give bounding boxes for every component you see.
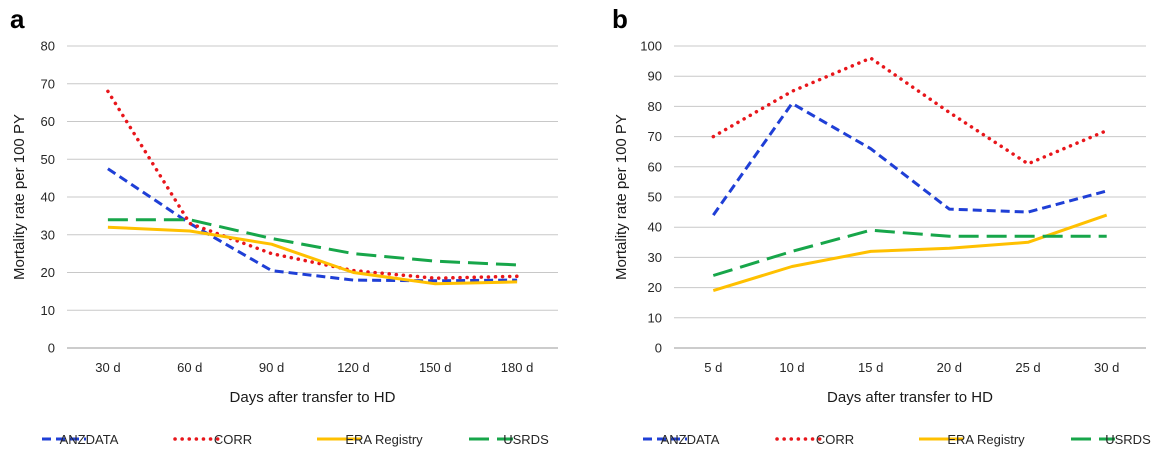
series-line-anzdata	[712, 101, 1108, 216]
y-tick-label: 60	[41, 114, 55, 129]
y-tick-label: 10	[41, 303, 55, 318]
x-tick-label: 150 d	[419, 360, 452, 375]
y-tick-label: 30	[41, 227, 55, 242]
x-tick-label: 5 d	[704, 360, 722, 375]
y-axis-title: Mortality rate per 100 PY	[613, 114, 630, 280]
x-tick-label: 15 d	[858, 360, 883, 375]
y-tick-label: 50	[648, 190, 662, 205]
y-tick-label: 0	[655, 341, 662, 356]
legend-label-era-registry: ERA Registry	[947, 432, 1025, 447]
y-tick-label: 90	[648, 69, 662, 84]
y-tick-label: 50	[41, 152, 55, 167]
series-line-corr	[711, 56, 1109, 166]
y-tick-label: 0	[48, 341, 55, 356]
chart-panel-b: b 0 10 20 30 40 50 60 70 80 90 100 5 d 10 d 15 d 20 d 25…	[612, 4, 1151, 447]
x-tick-label: 30 d	[1094, 360, 1119, 375]
x-tick-label: 90 d	[259, 360, 284, 375]
legend-label-usrds: USRDS	[1105, 432, 1151, 447]
y-tick-label: 40	[648, 220, 662, 235]
x-tick-label: 120 d	[337, 360, 370, 375]
y-tick-label: 20	[648, 280, 662, 295]
series-line-usrds	[107, 218, 518, 267]
y-tick-label: 20	[41, 265, 55, 280]
panel-letter: a	[10, 4, 25, 34]
legend-label-anzdata: ANZDATA	[661, 432, 720, 447]
x-axis-title: Days after transfer to HD	[230, 389, 396, 406]
series-line-usrds	[712, 228, 1107, 277]
series-line-era-registry	[712, 213, 1108, 293]
x-axis-title: Days after transfer to HD	[827, 389, 993, 406]
y-tick-label: 80	[648, 99, 662, 114]
legend-label-era-registry: ERA Registry	[345, 432, 423, 447]
legend-label-corr: CORR	[214, 432, 252, 447]
series-line-era-registry	[107, 225, 518, 286]
y-axis-title: Mortality rate per 100 PY	[11, 114, 28, 280]
y-tick-label: 80	[41, 39, 55, 54]
panel-letter: b	[612, 4, 628, 34]
y-tick-label: 60	[648, 159, 662, 174]
y-tick-label: 70	[648, 129, 662, 144]
y-tick-label: 40	[41, 190, 55, 205]
x-tick-label: 10 d	[779, 360, 804, 375]
legend-label-usrds: USRDS	[503, 432, 549, 447]
x-tick-label: 25 d	[1015, 360, 1040, 375]
x-tick-label: 180 d	[501, 360, 534, 375]
series-line-corr	[106, 89, 519, 280]
y-tick-label: 10	[648, 310, 662, 325]
x-tick-label: 20 d	[937, 360, 962, 375]
x-tick-label: 60 d	[177, 360, 202, 375]
series-line-anzdata	[107, 167, 518, 283]
legend-label-anzdata: ANZDATA	[60, 432, 119, 447]
y-tick-label: 30	[648, 250, 662, 265]
legend-label-corr: CORR	[816, 432, 854, 447]
x-tick-label: 30 d	[95, 360, 120, 375]
y-tick-label: 100	[640, 39, 662, 54]
chart-panel-a: a 0 10 20 30 40 50 60 70 80 30 d 60 d 90 d 120 d 150 d…	[10, 4, 558, 447]
y-tick-label: 70	[41, 76, 55, 91]
